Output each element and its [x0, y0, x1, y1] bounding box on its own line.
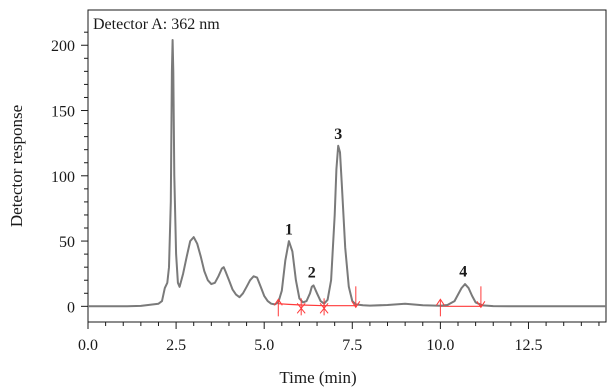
marker-arrowhead [319, 307, 329, 314]
chromatogram-trace [88, 39, 606, 308]
y-tick-label: 100 [51, 169, 75, 186]
y-tick-label: 200 [51, 38, 75, 55]
integration-marker [273, 298, 283, 317]
x-tick-label: 5.0 [254, 337, 274, 354]
integration-marker [435, 298, 445, 317]
peak-label: 3 [334, 126, 342, 143]
y-axis: 0 50 100 150 200 [51, 31, 88, 316]
x-axis-label: Time (min) [279, 368, 356, 387]
integration-marker [476, 286, 486, 309]
marker-arrowhead [351, 301, 361, 309]
y-tick-label: 150 [51, 104, 75, 121]
integration-marker [296, 298, 306, 316]
marker-arrowhead [296, 307, 306, 314]
x-tick-label: 2.5 [166, 337, 186, 354]
chart-title: Detector A: 362 nm [93, 16, 220, 33]
marker-arrowhead [435, 298, 445, 306]
peak-annotations: 1 2 3 4 [285, 126, 467, 281]
x-tick-label: 10.0 [426, 337, 454, 354]
plot-frame [87, 9, 607, 323]
x-axis: 0.0 2.5 5.0 7.5 10.0 12.5 [78, 322, 600, 354]
peak-label: 1 [285, 222, 293, 239]
peak-label: 2 [308, 265, 316, 282]
series-group [88, 39, 606, 308]
y-axis-label: Detector response [7, 105, 26, 227]
peak-label: 4 [459, 263, 467, 280]
baseline-segment [278, 303, 356, 307]
x-tick-label: 0.0 [78, 337, 98, 354]
y-tick-label: 0 [67, 299, 75, 316]
x-tick-label: 7.5 [342, 337, 362, 354]
x-tick-label: 12.5 [514, 337, 542, 354]
integration-marker [319, 298, 329, 316]
marker-arrowhead [476, 301, 486, 309]
marker-arrowhead [273, 298, 283, 306]
integration-marker [351, 286, 361, 309]
integration-markers [273, 286, 486, 317]
y-tick-label: 50 [59, 234, 75, 251]
